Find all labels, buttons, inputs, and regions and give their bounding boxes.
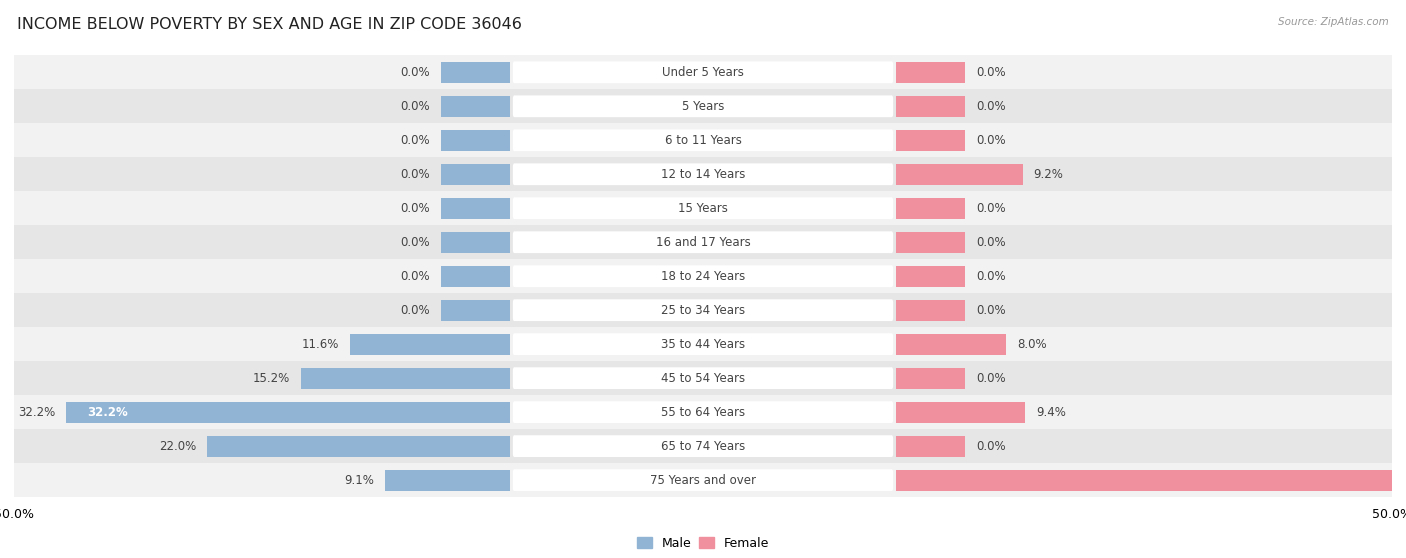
FancyBboxPatch shape [513,163,893,185]
Bar [207,436,510,456]
Text: 0.0%: 0.0% [401,304,430,317]
Bar [441,232,510,253]
Bar [896,62,965,83]
Text: 15.2%: 15.2% [253,372,290,384]
Bar [66,402,510,422]
Text: 0.0%: 0.0% [401,235,430,249]
Bar [441,130,510,151]
Text: 9.2%: 9.2% [1033,168,1063,181]
Text: 0.0%: 0.0% [976,202,1005,215]
Text: Under 5 Years: Under 5 Years [662,66,744,79]
Bar [14,123,1392,157]
Bar [896,368,965,389]
Bar [441,163,510,185]
FancyBboxPatch shape [513,299,893,321]
Bar [14,225,1392,259]
Text: 65 to 74 Years: 65 to 74 Years [661,440,745,453]
Text: 45 to 54 Years: 45 to 54 Years [661,372,745,384]
Text: 9.1%: 9.1% [344,474,374,487]
Text: INCOME BELOW POVERTY BY SEX AND AGE IN ZIP CODE 36046: INCOME BELOW POVERTY BY SEX AND AGE IN Z… [17,17,522,32]
Bar [14,89,1392,123]
Text: 0.0%: 0.0% [401,202,430,215]
Text: 0.0%: 0.0% [976,134,1005,147]
Text: 35 to 44 Years: 35 to 44 Years [661,338,745,350]
Bar [14,395,1392,429]
Bar [14,361,1392,395]
Text: 55 to 64 Years: 55 to 64 Years [661,406,745,418]
Text: 0.0%: 0.0% [401,66,430,79]
Text: 15 Years: 15 Years [678,202,728,215]
Text: 6 to 11 Years: 6 to 11 Years [665,134,741,147]
Bar [350,334,510,355]
Text: 32.2%: 32.2% [18,406,55,418]
Text: 12 to 14 Years: 12 to 14 Years [661,168,745,181]
FancyBboxPatch shape [513,266,893,287]
Bar [441,62,510,83]
Text: 0.0%: 0.0% [976,304,1005,317]
Text: 16 and 17 Years: 16 and 17 Years [655,235,751,249]
Text: 75 Years and over: 75 Years and over [650,474,756,487]
Text: 0.0%: 0.0% [976,66,1005,79]
FancyBboxPatch shape [513,129,893,151]
FancyBboxPatch shape [513,401,893,423]
Text: 11.6%: 11.6% [302,338,339,350]
Bar [385,470,510,490]
Text: 25 to 34 Years: 25 to 34 Years [661,304,745,317]
Bar [441,198,510,219]
Text: 0.0%: 0.0% [401,270,430,283]
Bar [896,334,1007,355]
Bar [441,96,510,117]
FancyBboxPatch shape [513,198,893,219]
Text: 0.0%: 0.0% [976,440,1005,453]
Text: 32.2%: 32.2% [87,406,128,418]
Bar [896,232,965,253]
Bar [14,191,1392,225]
Text: Source: ZipAtlas.com: Source: ZipAtlas.com [1278,17,1389,27]
Bar [14,327,1392,361]
Bar [896,163,1022,185]
Text: 0.0%: 0.0% [401,100,430,113]
Bar [301,368,510,389]
FancyBboxPatch shape [513,367,893,389]
Bar [441,266,510,287]
Bar [14,259,1392,293]
Text: 9.4%: 9.4% [1036,406,1066,418]
FancyBboxPatch shape [513,95,893,117]
Legend: Male, Female: Male, Female [631,532,775,555]
Bar [896,198,965,219]
Bar [896,130,965,151]
Bar [896,436,965,456]
Bar [441,300,510,321]
FancyBboxPatch shape [513,232,893,253]
Text: 5 Years: 5 Years [682,100,724,113]
Text: 0.0%: 0.0% [976,372,1005,384]
Text: 0.0%: 0.0% [976,235,1005,249]
Bar [14,463,1392,497]
FancyBboxPatch shape [513,435,893,457]
Bar [14,55,1392,89]
FancyBboxPatch shape [513,333,893,355]
Bar [896,300,965,321]
Bar [896,96,965,117]
Bar [896,402,1025,422]
Bar [896,266,965,287]
Text: 0.0%: 0.0% [976,270,1005,283]
FancyBboxPatch shape [513,61,893,83]
Text: 0.0%: 0.0% [401,168,430,181]
Bar [896,470,1406,490]
FancyBboxPatch shape [513,469,893,491]
Bar [14,293,1392,327]
Bar [14,429,1392,463]
Text: 18 to 24 Years: 18 to 24 Years [661,270,745,283]
Text: 8.0%: 8.0% [1017,338,1047,350]
Text: 0.0%: 0.0% [401,134,430,147]
Text: 22.0%: 22.0% [159,440,195,453]
Text: 0.0%: 0.0% [976,100,1005,113]
Bar [14,157,1392,191]
